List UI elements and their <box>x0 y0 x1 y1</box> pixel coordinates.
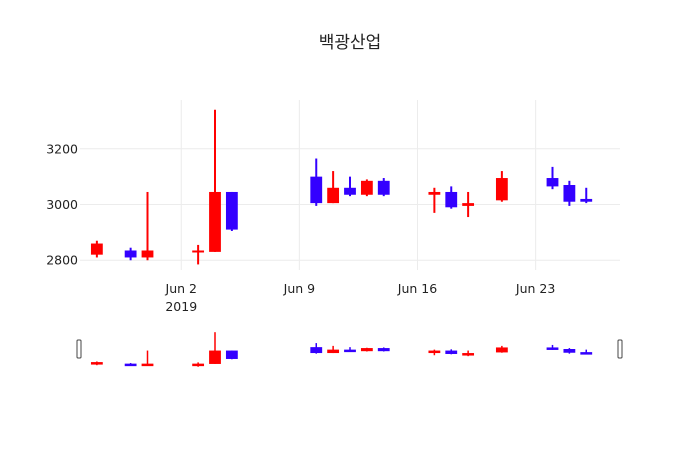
slider-candle-body <box>546 347 559 350</box>
slider-candle <box>344 347 356 353</box>
candle-body <box>462 203 475 206</box>
x-tick-label: Jun 2 <box>165 281 197 296</box>
x-tick-label: Jun 9 <box>283 281 316 296</box>
slider-candle-body <box>209 350 221 364</box>
candle-body <box>580 198 593 202</box>
x-tick-label: Jun 16 <box>397 281 437 296</box>
candle <box>495 171 508 202</box>
slider-candle-body <box>580 352 593 355</box>
candle-body <box>344 187 356 195</box>
candle <box>546 166 559 190</box>
slider-candle <box>580 349 593 355</box>
candle <box>225 191 238 231</box>
candle-body <box>192 250 205 253</box>
candle-body <box>428 191 441 195</box>
candle-body <box>225 191 238 230</box>
slider-candle-body <box>428 350 441 354</box>
candle-body <box>124 250 137 258</box>
range-slider[interactable] <box>76 332 623 367</box>
slider-candle <box>462 350 475 357</box>
slider-candle-body <box>344 349 356 353</box>
slider-candle <box>563 348 576 354</box>
candle <box>377 178 390 197</box>
slider-candle <box>225 350 238 360</box>
slider-candle-body <box>360 348 373 352</box>
candle-body <box>327 187 340 204</box>
candle-body <box>209 191 221 252</box>
slider-candle <box>90 361 103 366</box>
candle <box>141 191 154 261</box>
x-axis-ticks: Jun 2 2019 Jun 9 Jun 16 Jun 23 <box>165 281 556 314</box>
candle <box>192 244 205 265</box>
y-axis-ticks: 2800 3000 3200 <box>46 141 78 267</box>
candle-body <box>360 180 373 195</box>
candle <box>580 187 593 204</box>
candle <box>327 171 340 204</box>
slider-candle <box>445 349 458 355</box>
candle-body <box>445 191 458 208</box>
slider-candle-body <box>90 362 103 365</box>
candle-body <box>141 250 154 258</box>
slider-candle-body <box>141 363 154 367</box>
slider-candle <box>124 363 137 367</box>
candle-body <box>563 185 576 202</box>
slider-candle-body <box>377 348 390 352</box>
candle-body <box>310 176 323 204</box>
slider-candle-body <box>310 347 323 354</box>
candle <box>462 191 475 218</box>
slider-candle-body <box>225 350 238 359</box>
slider-candle-body <box>462 353 475 356</box>
slider-candle <box>141 350 154 367</box>
range-slider-right-handle[interactable] <box>617 339 623 359</box>
slider-candle-body <box>327 349 340 354</box>
range-slider-left-handle[interactable] <box>76 339 82 359</box>
candle <box>445 186 458 209</box>
candle-body <box>377 180 390 195</box>
y-tick-label: 2800 <box>46 253 78 268</box>
slider-candle <box>327 345 340 354</box>
candle <box>360 179 373 197</box>
candle <box>310 158 323 206</box>
slider-candle <box>546 344 559 350</box>
x-tick-year-label: 2019 <box>165 299 197 314</box>
candle-body <box>546 178 559 187</box>
candle <box>344 176 356 197</box>
x-tick-label: Jun 23 <box>515 281 555 296</box>
slider-candle <box>209 332 221 364</box>
slider-candle <box>192 362 205 367</box>
slider-candle-body <box>124 363 137 367</box>
slider-candle <box>310 343 323 354</box>
candle-body <box>90 243 103 255</box>
slider-candle-body <box>563 349 576 353</box>
slider-candle-body <box>495 347 508 353</box>
slider-candle <box>495 345 508 353</box>
candle <box>563 180 576 206</box>
candle <box>209 109 221 252</box>
candle <box>124 247 137 261</box>
candle-body <box>495 178 508 201</box>
y-tick-label: 3000 <box>46 197 78 212</box>
slider-candle-body <box>192 363 205 367</box>
grid-lines <box>80 100 620 270</box>
candle <box>90 240 103 258</box>
candle <box>428 187 441 213</box>
slider-candle-body <box>445 350 458 354</box>
chart-title: 백광산업 <box>319 33 382 53</box>
slider-candle <box>360 347 373 352</box>
slider-candle <box>428 349 441 356</box>
slider-candle <box>377 347 390 352</box>
y-tick-label: 3200 <box>46 141 78 156</box>
candle-series <box>90 109 593 265</box>
